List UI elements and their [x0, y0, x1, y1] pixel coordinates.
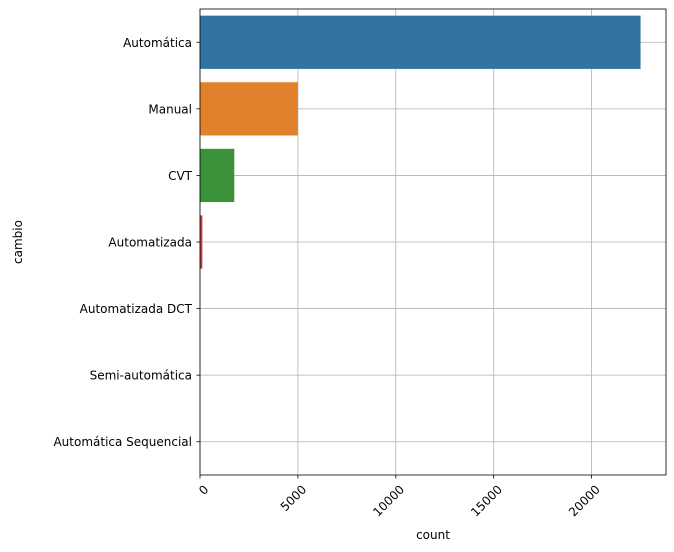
x-tick-label: 10000	[370, 482, 407, 519]
x-axis-ticks: 0 5000 10000 15000 20000	[196, 475, 603, 519]
y-tick-label: CVT	[168, 169, 193, 183]
x-tick-label: 20000	[566, 482, 603, 519]
x-tick-label: 15000	[468, 482, 505, 519]
y-tick-label: Automática Sequencial	[53, 435, 192, 449]
bar-1	[200, 82, 298, 136]
bars	[200, 15, 641, 469]
bar-3	[200, 215, 203, 269]
y-tick-label: Automática	[123, 36, 192, 50]
y-tick-label: Automatizada	[108, 236, 192, 250]
y-tick-label: Automatizada DCT	[80, 302, 193, 316]
x-axis-label: count	[416, 528, 450, 542]
x-tick-label: 0	[196, 482, 211, 497]
y-tick-label: Manual	[148, 102, 192, 116]
bar-2	[200, 148, 235, 203]
grid-lines	[199, 9, 666, 475]
y-tick-label: Semi-automática	[90, 369, 192, 383]
y-axis-ticks: Automática Manual CVT Automatizada Automatiz…	[53, 36, 200, 449]
y-axis-label: cambio	[11, 220, 25, 264]
x-tick-label: 5000	[278, 482, 309, 513]
bar-0	[200, 15, 641, 69]
